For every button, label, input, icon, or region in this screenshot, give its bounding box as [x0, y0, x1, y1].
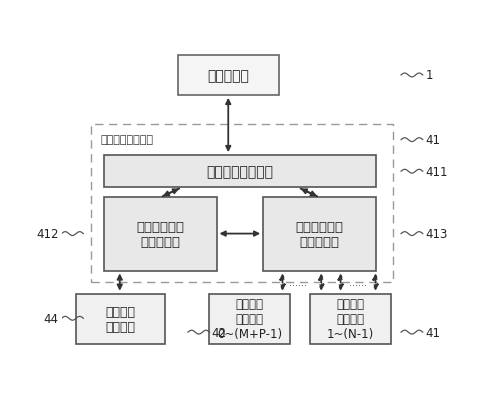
FancyArrowPatch shape — [281, 275, 285, 289]
Text: 42: 42 — [211, 326, 226, 339]
Bar — [91, 125, 393, 282]
Bar — [75, 294, 165, 344]
Text: 数据平面
端口模块
0~(M+P-1): 数据平面 端口模块 0~(M+P-1) — [217, 298, 282, 340]
FancyArrowPatch shape — [164, 189, 179, 196]
FancyArrowPatch shape — [226, 101, 230, 151]
Text: 中央控制指令
执行子模块: 中央控制指令 执行子模块 — [137, 221, 184, 248]
Text: 412: 412 — [36, 227, 59, 241]
Text: 1: 1 — [426, 69, 433, 82]
Text: 数据平面
交换模块: 数据平面 交换模块 — [105, 305, 135, 333]
Text: 接口控制器子模块: 接口控制器子模块 — [207, 165, 274, 179]
Text: 411: 411 — [426, 165, 448, 178]
Bar — [209, 294, 290, 344]
FancyArrowPatch shape — [302, 190, 317, 197]
Bar — [104, 198, 216, 271]
Text: ......: ...... — [350, 277, 367, 288]
Bar — [178, 56, 279, 96]
Text: 控制平面
端口模块
1~(N-1): 控制平面 端口模块 1~(N-1) — [327, 298, 374, 340]
FancyArrowPatch shape — [373, 275, 378, 289]
Text: 44: 44 — [43, 312, 59, 325]
Text: 41: 41 — [426, 134, 441, 147]
FancyArrowPatch shape — [338, 275, 343, 289]
Text: 控制平面端口模块: 控制平面端口模块 — [101, 135, 153, 145]
Text: ......: ...... — [289, 277, 307, 288]
Bar — [263, 198, 376, 271]
FancyArrowPatch shape — [163, 190, 177, 197]
Text: 通用处理器: 通用处理器 — [208, 69, 249, 83]
Bar — [104, 156, 376, 188]
FancyArrowPatch shape — [301, 189, 316, 196]
FancyArrowPatch shape — [117, 275, 122, 289]
FancyArrowPatch shape — [319, 275, 323, 289]
Bar — [310, 294, 391, 344]
Text: 413: 413 — [426, 227, 448, 241]
Text: 41: 41 — [426, 326, 441, 339]
Text: 中央控制指令
分发子模块: 中央控制指令 分发子模块 — [295, 221, 343, 248]
FancyArrowPatch shape — [221, 232, 258, 236]
